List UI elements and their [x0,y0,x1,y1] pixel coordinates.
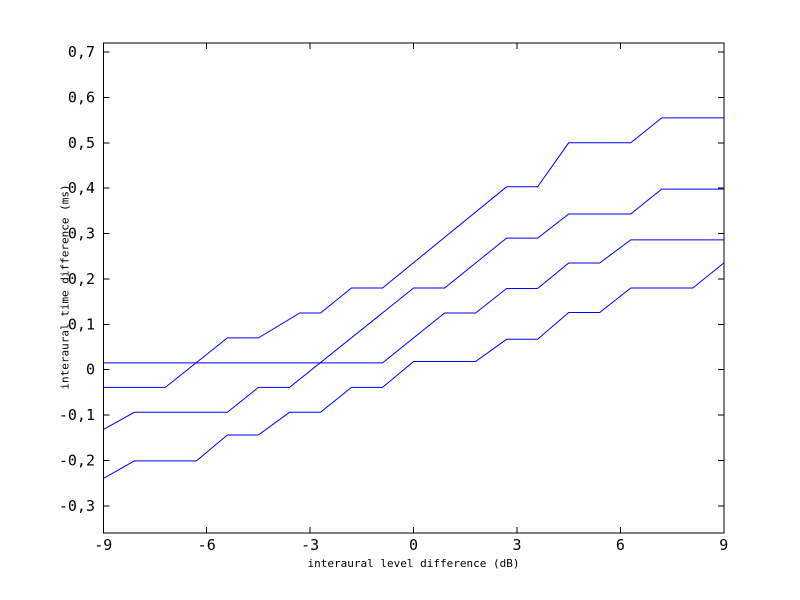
x-tick-label: -9 [94,536,112,554]
x-tick-label: 6 [616,536,625,554]
y-tick-label: 0,6 [68,88,95,106]
series-line-4 [103,262,725,480]
y-axis-title: interaural time difference (ms) [58,184,72,390]
series-line-3 [103,188,724,431]
y-tick-label: 0,3 [68,225,95,243]
x-tick-label: 3 [512,536,521,554]
y-tick-label: 0 [86,361,95,379]
x-axis-title: interaural level difference (dB) [307,557,520,570]
y-tick-label: 0,7 [68,43,95,61]
y-tick-label: 0,5 [68,134,95,152]
y-tick-label: -0,1 [59,406,95,424]
y-tick-label: -0,3 [59,497,95,515]
y-tick-label: 0,1 [68,315,95,333]
y-tick-label: -0,2 [59,451,95,469]
x-tick-label: 0 [409,536,418,554]
series-line-1 [103,239,724,364]
x-tick-label: 9 [719,536,728,554]
x-tick-label: -6 [198,536,216,554]
y-tick-label: 0,2 [68,270,95,288]
series-line-2 [103,117,724,388]
x-tick-label: -3 [301,536,319,554]
y-tick-label: 0,4 [68,179,95,197]
